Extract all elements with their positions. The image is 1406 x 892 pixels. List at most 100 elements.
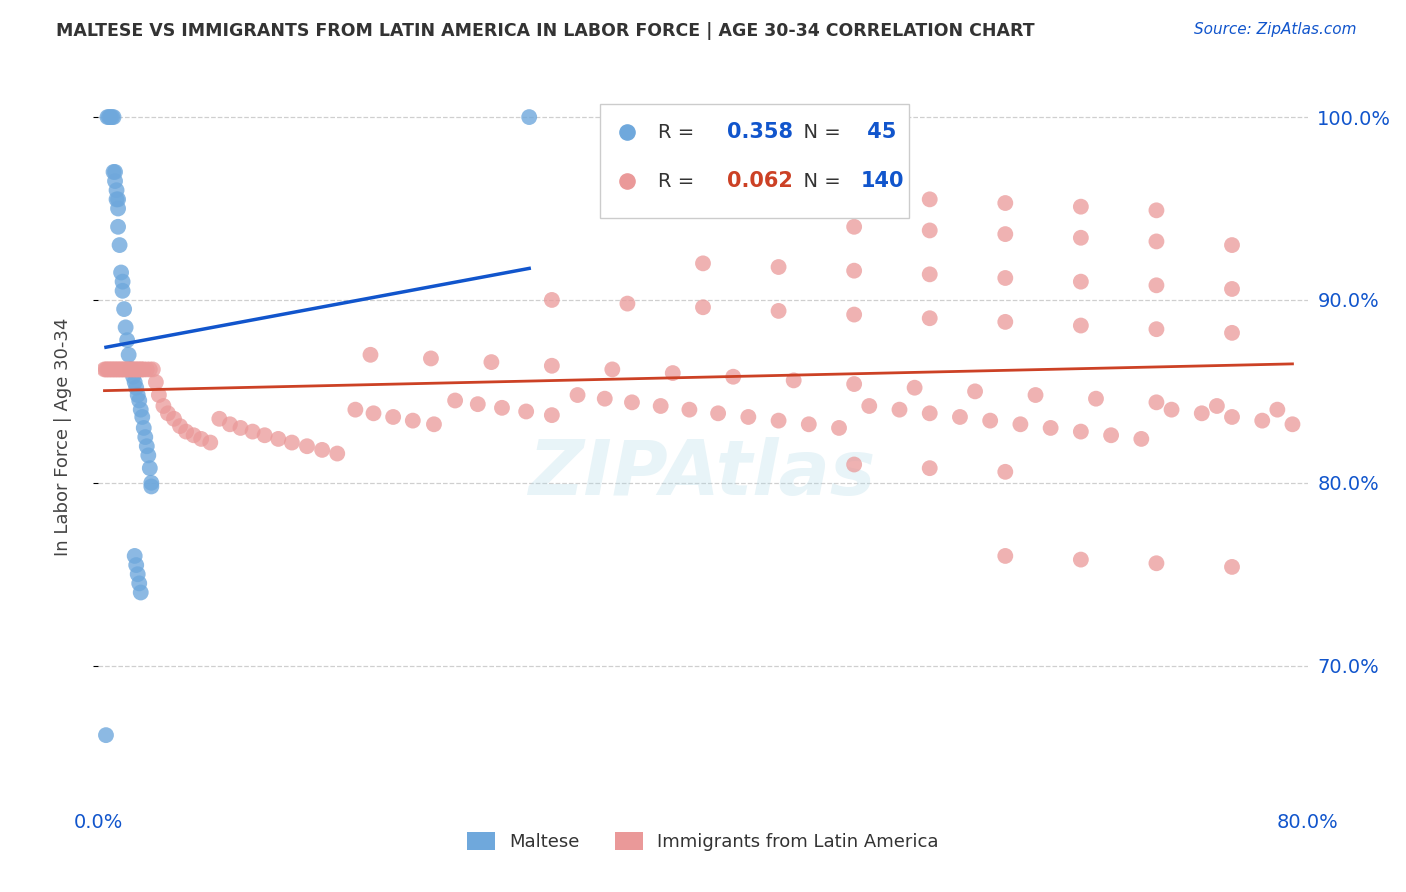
Point bbox=[517, 110, 540, 124]
Point bbox=[965, 384, 987, 399]
Point bbox=[105, 183, 128, 197]
Point bbox=[918, 406, 941, 420]
Text: Source: ZipAtlas.com: Source: ZipAtlas.com bbox=[1194, 22, 1357, 37]
Point bbox=[994, 271, 1017, 285]
Point bbox=[110, 362, 132, 376]
Y-axis label: In Labor Force | Age 30-34: In Labor Force | Age 30-34 bbox=[53, 318, 72, 557]
Point bbox=[135, 362, 157, 376]
Point bbox=[121, 362, 143, 376]
Point bbox=[661, 366, 683, 380]
Point bbox=[163, 411, 186, 425]
Point bbox=[100, 362, 122, 376]
Point bbox=[844, 458, 866, 472]
Point bbox=[118, 348, 141, 362]
Point bbox=[108, 238, 131, 252]
Point bbox=[515, 404, 537, 418]
Point bbox=[100, 110, 122, 124]
Point bbox=[127, 388, 149, 402]
Point bbox=[115, 362, 138, 376]
Point bbox=[1144, 203, 1167, 218]
Point bbox=[136, 448, 159, 462]
Point bbox=[1144, 278, 1167, 293]
Point bbox=[858, 399, 880, 413]
Point bbox=[540, 408, 562, 422]
Point bbox=[593, 392, 616, 406]
Point bbox=[1070, 231, 1092, 245]
Point bbox=[124, 549, 146, 563]
Point bbox=[94, 362, 117, 376]
Text: R =: R = bbox=[658, 122, 700, 142]
Point bbox=[1024, 388, 1046, 402]
Point bbox=[118, 362, 141, 376]
Point bbox=[128, 576, 150, 591]
Point bbox=[1144, 322, 1167, 336]
Point bbox=[1070, 318, 1092, 333]
Point bbox=[127, 567, 149, 582]
Point bbox=[115, 333, 138, 347]
Point bbox=[139, 362, 162, 376]
Point bbox=[96, 110, 118, 124]
Point bbox=[402, 414, 425, 428]
Point bbox=[105, 192, 128, 206]
Point bbox=[540, 359, 562, 373]
Point bbox=[1251, 414, 1274, 428]
Point bbox=[360, 348, 382, 362]
Point bbox=[107, 192, 129, 206]
Point bbox=[104, 174, 127, 188]
Point bbox=[748, 261, 770, 276]
Point bbox=[295, 439, 318, 453]
Point bbox=[190, 432, 212, 446]
Point bbox=[1220, 238, 1243, 252]
Point bbox=[174, 425, 197, 439]
Point bbox=[141, 479, 163, 493]
Point bbox=[103, 165, 125, 179]
Point bbox=[200, 435, 222, 450]
Text: R =: R = bbox=[658, 171, 700, 191]
Point bbox=[994, 227, 1017, 241]
Point bbox=[1039, 421, 1062, 435]
Text: MALTESE VS IMMIGRANTS FROM LATIN AMERICA IN LABOR FORCE | AGE 30-34 CORRELATION : MALTESE VS IMMIGRANTS FROM LATIN AMERICA… bbox=[56, 22, 1035, 40]
Point bbox=[344, 402, 367, 417]
Point bbox=[114, 320, 136, 334]
Text: N =: N = bbox=[792, 171, 841, 191]
Text: 0.062: 0.062 bbox=[727, 171, 793, 191]
Point bbox=[918, 268, 941, 282]
Point bbox=[1144, 235, 1167, 249]
Point bbox=[1144, 395, 1167, 409]
Point bbox=[121, 362, 143, 376]
Point bbox=[169, 419, 191, 434]
Point bbox=[444, 393, 467, 408]
Point bbox=[112, 362, 135, 376]
Point bbox=[1191, 406, 1213, 420]
Point bbox=[148, 388, 170, 402]
Point bbox=[110, 265, 132, 279]
Point bbox=[1130, 432, 1153, 446]
Point bbox=[94, 728, 117, 742]
Point bbox=[125, 558, 148, 573]
Point bbox=[124, 362, 146, 376]
Point bbox=[1070, 200, 1092, 214]
Point bbox=[122, 369, 145, 384]
Point bbox=[129, 362, 152, 376]
Point bbox=[101, 110, 124, 124]
Point bbox=[112, 301, 135, 316]
Point bbox=[1220, 282, 1243, 296]
Point bbox=[1220, 409, 1243, 424]
Point bbox=[616, 296, 638, 310]
Point bbox=[98, 110, 121, 124]
Point bbox=[692, 300, 714, 314]
Point bbox=[104, 362, 127, 376]
Point bbox=[103, 110, 125, 124]
Point bbox=[1160, 402, 1182, 417]
Point bbox=[1220, 326, 1243, 340]
Point bbox=[135, 439, 157, 453]
Point bbox=[1267, 402, 1289, 417]
Point bbox=[491, 401, 513, 415]
Point bbox=[692, 256, 714, 270]
Point bbox=[737, 409, 759, 424]
Point bbox=[107, 202, 129, 216]
Point bbox=[994, 315, 1017, 329]
Point bbox=[101, 362, 124, 376]
Point bbox=[114, 362, 136, 376]
Point bbox=[326, 446, 349, 460]
